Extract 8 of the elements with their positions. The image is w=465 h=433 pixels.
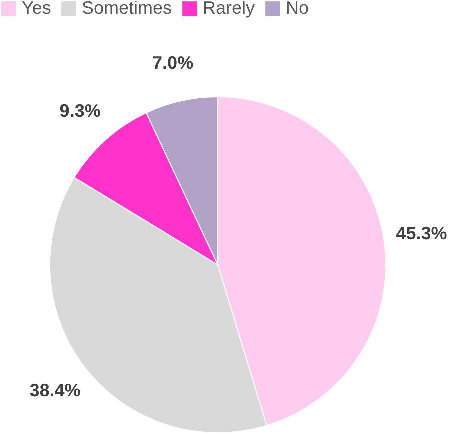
data-label: 9.3% xyxy=(60,100,101,121)
data-label: 38.4% xyxy=(30,380,81,400)
legend-label: Rarely xyxy=(203,0,256,18)
legend-label: No xyxy=(286,0,310,18)
data-label: 7.0% xyxy=(152,52,194,73)
data-label: 45.3% xyxy=(396,224,448,244)
legend-label: Sometimes xyxy=(82,0,172,18)
legend-label: Yes xyxy=(22,0,52,18)
